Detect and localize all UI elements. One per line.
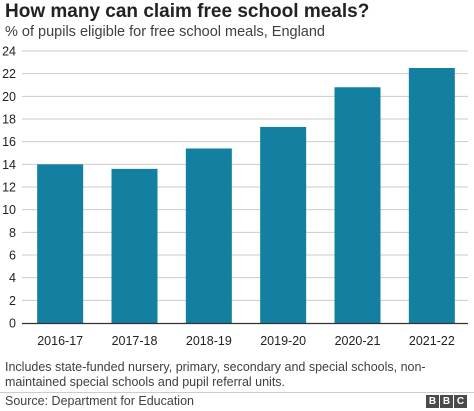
x-tick-label: 2017-18 <box>112 334 158 348</box>
bar <box>185 148 232 323</box>
y-tick-label: 16 <box>2 135 16 149</box>
bbc-logo: B B C <box>426 395 467 408</box>
x-tick-label: 2019-20 <box>260 334 306 348</box>
y-tick-label: 4 <box>9 271 16 285</box>
bar <box>260 126 307 323</box>
y-tick-label: 12 <box>2 181 16 195</box>
chart-title: How many can claim free school meals? <box>5 1 370 22</box>
y-tick-label: 14 <box>2 158 16 172</box>
x-tick-label: 2021-22 <box>409 334 455 348</box>
bar <box>408 68 455 323</box>
x-tick-label: 2020-21 <box>335 334 381 348</box>
bar <box>111 168 158 323</box>
y-tick-label: 6 <box>9 249 16 263</box>
bar <box>37 164 84 323</box>
chart-note: Includes state-funded nursery, primary, … <box>5 360 426 389</box>
y-tick-label: 18 <box>2 113 16 127</box>
x-tick-label: 2018-19 <box>186 334 232 348</box>
y-tick-label: 0 <box>9 317 16 331</box>
y-tick-label: 22 <box>2 67 16 81</box>
y-tick-label: 8 <box>9 226 16 240</box>
footer-divider <box>0 392 474 393</box>
bbc-logo-letter: C <box>454 395 467 408</box>
y-tick-label: 10 <box>2 203 16 217</box>
chart-subtitle: % of pupils eligible for free school mea… <box>5 24 325 40</box>
y-tick-label: 20 <box>2 90 16 104</box>
bar <box>334 87 381 324</box>
source-credit: Source: Department for Education <box>5 394 194 408</box>
y-tick-label: 24 <box>2 45 16 59</box>
bbc-logo-letter: B <box>426 395 439 408</box>
bbc-logo-letter: B <box>440 395 453 408</box>
x-tick-label: 2016-17 <box>37 334 83 348</box>
y-tick-label: 2 <box>9 294 16 308</box>
